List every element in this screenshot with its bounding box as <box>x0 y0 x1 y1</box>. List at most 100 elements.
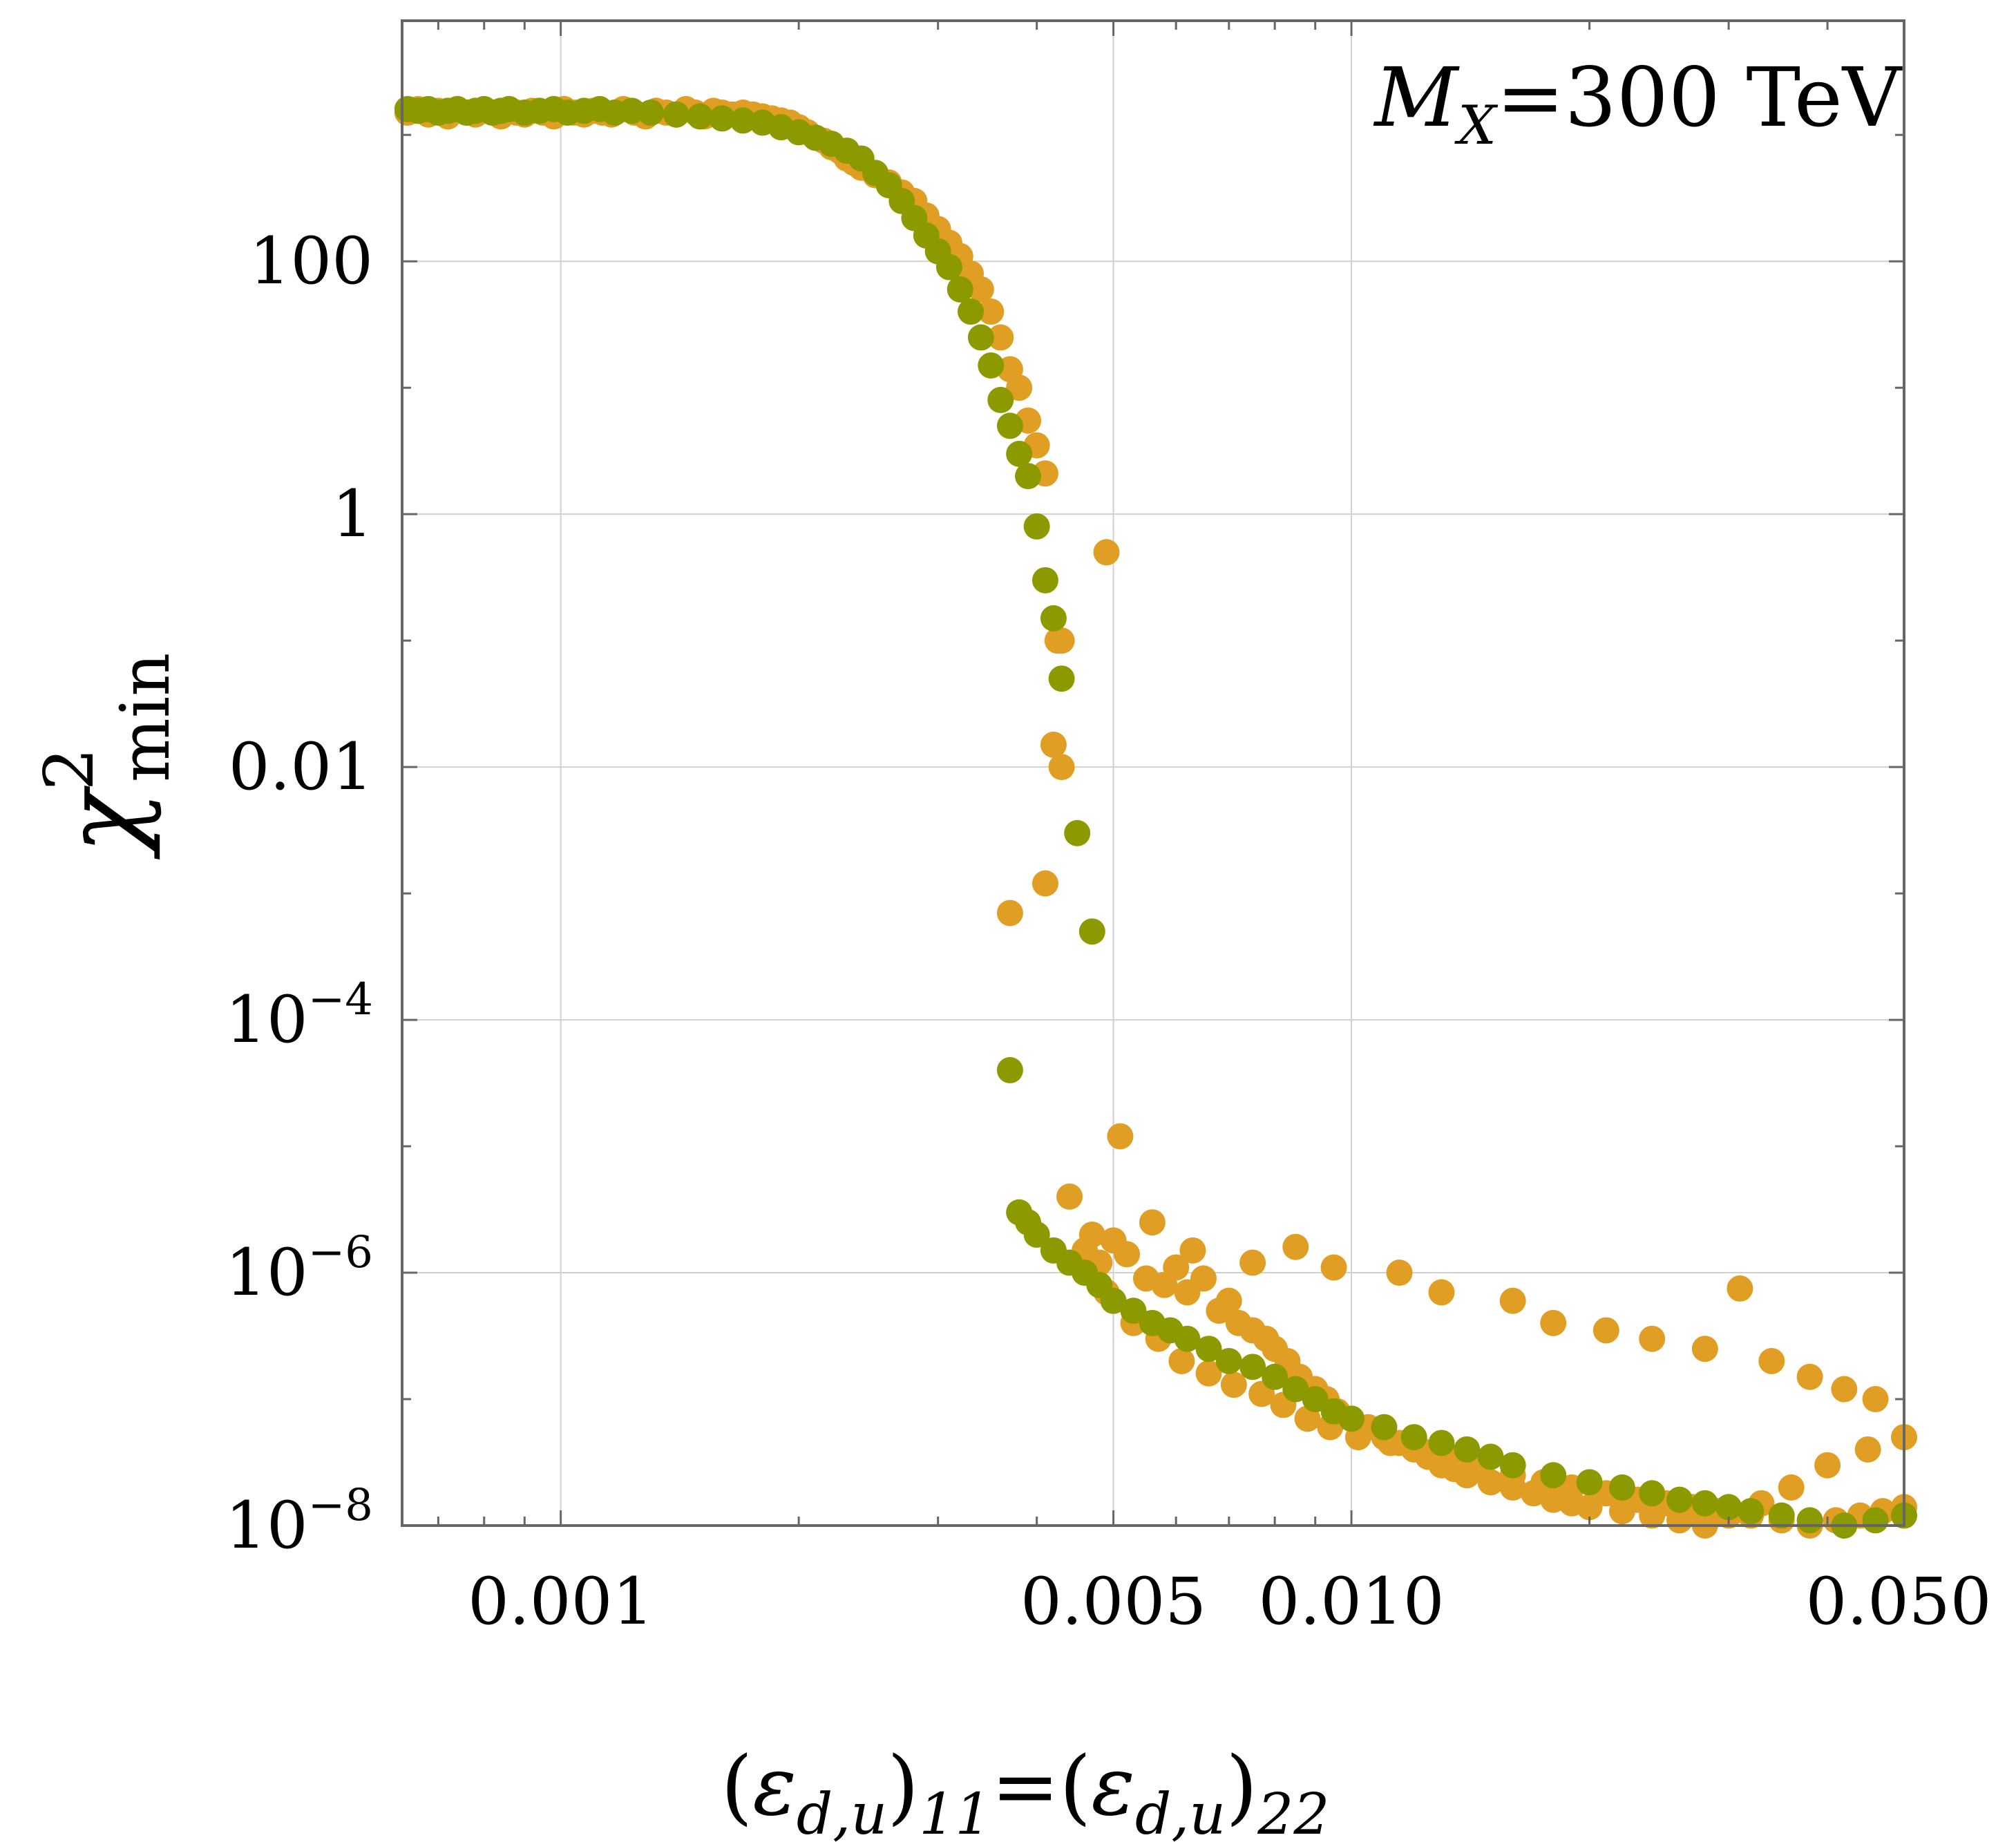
data-point-series-2 <box>1239 1354 1266 1380</box>
data-point-series-2 <box>1006 440 1033 467</box>
data-point-series-1 <box>1139 1209 1166 1236</box>
data-point-series-2 <box>1215 1347 1242 1374</box>
y-tick-label-exponent: −8 <box>308 1480 373 1531</box>
annotation-subscript: X <box>1454 95 1499 157</box>
data-point-series-2 <box>618 97 645 124</box>
data-point-series-1 <box>1540 1309 1567 1336</box>
y-tick-label-base: 100 <box>249 224 373 299</box>
data-point-series-2 <box>1477 1443 1504 1470</box>
data-point-series-1 <box>1386 1260 1413 1286</box>
data-point-series-2 <box>1499 1452 1526 1479</box>
y-tick-label: 10−6 <box>225 1227 373 1311</box>
data-point-series-1 <box>1639 1325 1666 1352</box>
data-point-series-1 <box>987 324 1014 351</box>
data-point-series-2 <box>1100 1287 1127 1314</box>
data-point-series-1 <box>1031 870 1058 897</box>
axis-ticks <box>402 21 1905 1527</box>
data-point-series-2 <box>1371 1414 1398 1441</box>
y-axis-title: χ2min <box>30 653 185 860</box>
data-point-series-1 <box>1831 1376 1858 1403</box>
data-point-series-2 <box>1023 1221 1050 1248</box>
data-point-series-2 <box>663 101 690 128</box>
annotation-value: =300 TeV <box>1496 50 1903 145</box>
data-point-series-1 <box>1239 1249 1266 1276</box>
data-point-series-2 <box>1048 665 1075 692</box>
data-point-series-2 <box>687 103 714 130</box>
y-axis-title-main: χ <box>43 785 163 860</box>
data-point-series-2 <box>958 298 985 325</box>
data-point-series-1 <box>1048 627 1075 654</box>
data-point-series-2 <box>996 1056 1023 1083</box>
plot-border <box>401 19 1905 1527</box>
y-tick-label-base: 10 <box>225 982 308 1058</box>
data-point-series-1 <box>1056 1183 1083 1210</box>
data-point-series-2 <box>1428 1430 1455 1456</box>
data-point-series-2 <box>978 352 1005 379</box>
data-point-series-1 <box>1796 1363 1823 1390</box>
data-point-series-2 <box>1540 1462 1567 1489</box>
data-point-series-1 <box>1854 1436 1881 1463</box>
data-point-series-2 <box>1666 1486 1693 1513</box>
data-point-series-1 <box>1114 1241 1141 1268</box>
data-point-series-2 <box>638 99 665 126</box>
data-point-series-2 <box>935 254 962 281</box>
data-point-series-1 <box>1195 1360 1222 1387</box>
data-point-series-2 <box>947 276 973 303</box>
y-axis-title-sup: 2 <box>30 748 109 790</box>
x-axis-title-part: ( <box>721 1738 752 1834</box>
x-axis-title-subscript: 11 <box>919 1782 991 1842</box>
y-tick-label-exponent: −6 <box>308 1227 373 1278</box>
x-tick-label: 0.001 <box>468 1564 654 1640</box>
data-point-series-1 <box>996 900 1023 927</box>
x-tick-label: 0.050 <box>1805 1564 1991 1640</box>
data-point-series-1 <box>1592 1317 1619 1344</box>
y-tick-label-base: 10 <box>225 1235 308 1311</box>
data-point-series-1 <box>1093 539 1120 566</box>
y-tick-label: 10−4 <box>225 974 373 1058</box>
data-point-series-1 <box>978 298 1005 325</box>
y-axis-title-sub: min <box>106 653 185 782</box>
data-point-series-1 <box>1499 1287 1526 1314</box>
data-point-series-2 <box>1576 1469 1603 1496</box>
data-point-series-1 <box>1691 1336 1718 1362</box>
data-point-series-1 <box>1778 1474 1805 1501</box>
data-point-series-2 <box>1338 1405 1365 1432</box>
data-point-series-2 <box>1078 918 1105 945</box>
x-axis-title: (εd,u)11=(εd,u)22 <box>721 1738 1329 1842</box>
y-tick-label-exponent: −4 <box>308 974 373 1025</box>
y-tick-label-base: 0.01 <box>229 730 373 805</box>
x-axis-title-subscript: d,u <box>797 1782 887 1842</box>
data-point-series-1 <box>1179 1237 1206 1264</box>
data-point-series-1 <box>1163 1254 1190 1281</box>
data-point-series-2 <box>1015 463 1042 490</box>
plot-frame <box>401 19 1905 1527</box>
data-point-series-2 <box>1862 1507 1889 1534</box>
data-point-series-2 <box>967 324 994 351</box>
x-axis-title-subscript: d,u <box>1135 1782 1226 1842</box>
data-points <box>394 95 1917 1539</box>
data-point-series-1 <box>1282 1233 1309 1260</box>
data-point-series-2 <box>1768 1502 1795 1529</box>
data-point-series-2 <box>730 107 757 134</box>
data-point-series-2 <box>1608 1474 1635 1501</box>
x-axis-title-part: ) <box>1226 1738 1257 1834</box>
data-point-series-1 <box>1048 754 1075 781</box>
data-point-series-1 <box>1428 1279 1455 1306</box>
y-tick-label: 0.01 <box>229 730 373 805</box>
annotation-main: M <box>1373 50 1460 145</box>
data-point-series-1 <box>1040 731 1067 758</box>
data-point-series-2 <box>1691 1490 1718 1517</box>
x-axis-title-part: =( <box>991 1738 1092 1834</box>
data-point-series-2 <box>1715 1494 1742 1521</box>
data-point-series-2 <box>1796 1507 1823 1534</box>
data-point-series-2 <box>1174 1325 1201 1352</box>
x-tick-label: 0.010 <box>1259 1564 1445 1640</box>
data-point-series-1 <box>1862 1386 1889 1413</box>
data-point-series-1 <box>1006 374 1033 401</box>
x-tick-label: 0.005 <box>1020 1564 1206 1640</box>
y-tick-label: 1 <box>332 477 373 552</box>
data-point-series-1 <box>1220 1371 1247 1398</box>
data-point-series-2 <box>1282 1376 1309 1403</box>
data-point-series-2 <box>1262 1363 1288 1390</box>
